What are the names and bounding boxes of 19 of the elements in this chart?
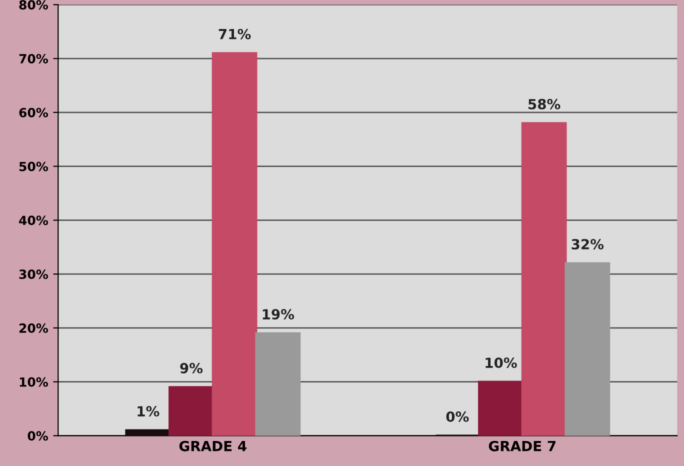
data-label: 9% [180, 362, 203, 374]
x-tick-label: GRADE 7 [488, 440, 556, 452]
y-tick-label: 50% [19, 162, 48, 172]
y-tick-label: 60% [19, 108, 48, 118]
y-tick-label: 70% [19, 54, 48, 64]
data-label: 32% [572, 238, 604, 250]
y-tick-label: 30% [19, 270, 48, 279]
data-label: 0% [446, 411, 469, 422]
x-tick-label: GRADE 4 [179, 440, 246, 452]
y-tick-label: 20% [19, 323, 48, 333]
data-label: 58% [528, 98, 560, 110]
data-label: 10% [486, 358, 517, 368]
y-tick-label: 0% [28, 431, 48, 441]
y-tick-label: 40% [19, 216, 48, 226]
y-tick-label: 10% [20, 377, 48, 387]
y-tick-label: 80% [19, 0, 48, 10]
data-label: 19% [262, 309, 294, 320]
data-label: 71% [218, 28, 251, 40]
data-label: 1% [138, 406, 160, 417]
